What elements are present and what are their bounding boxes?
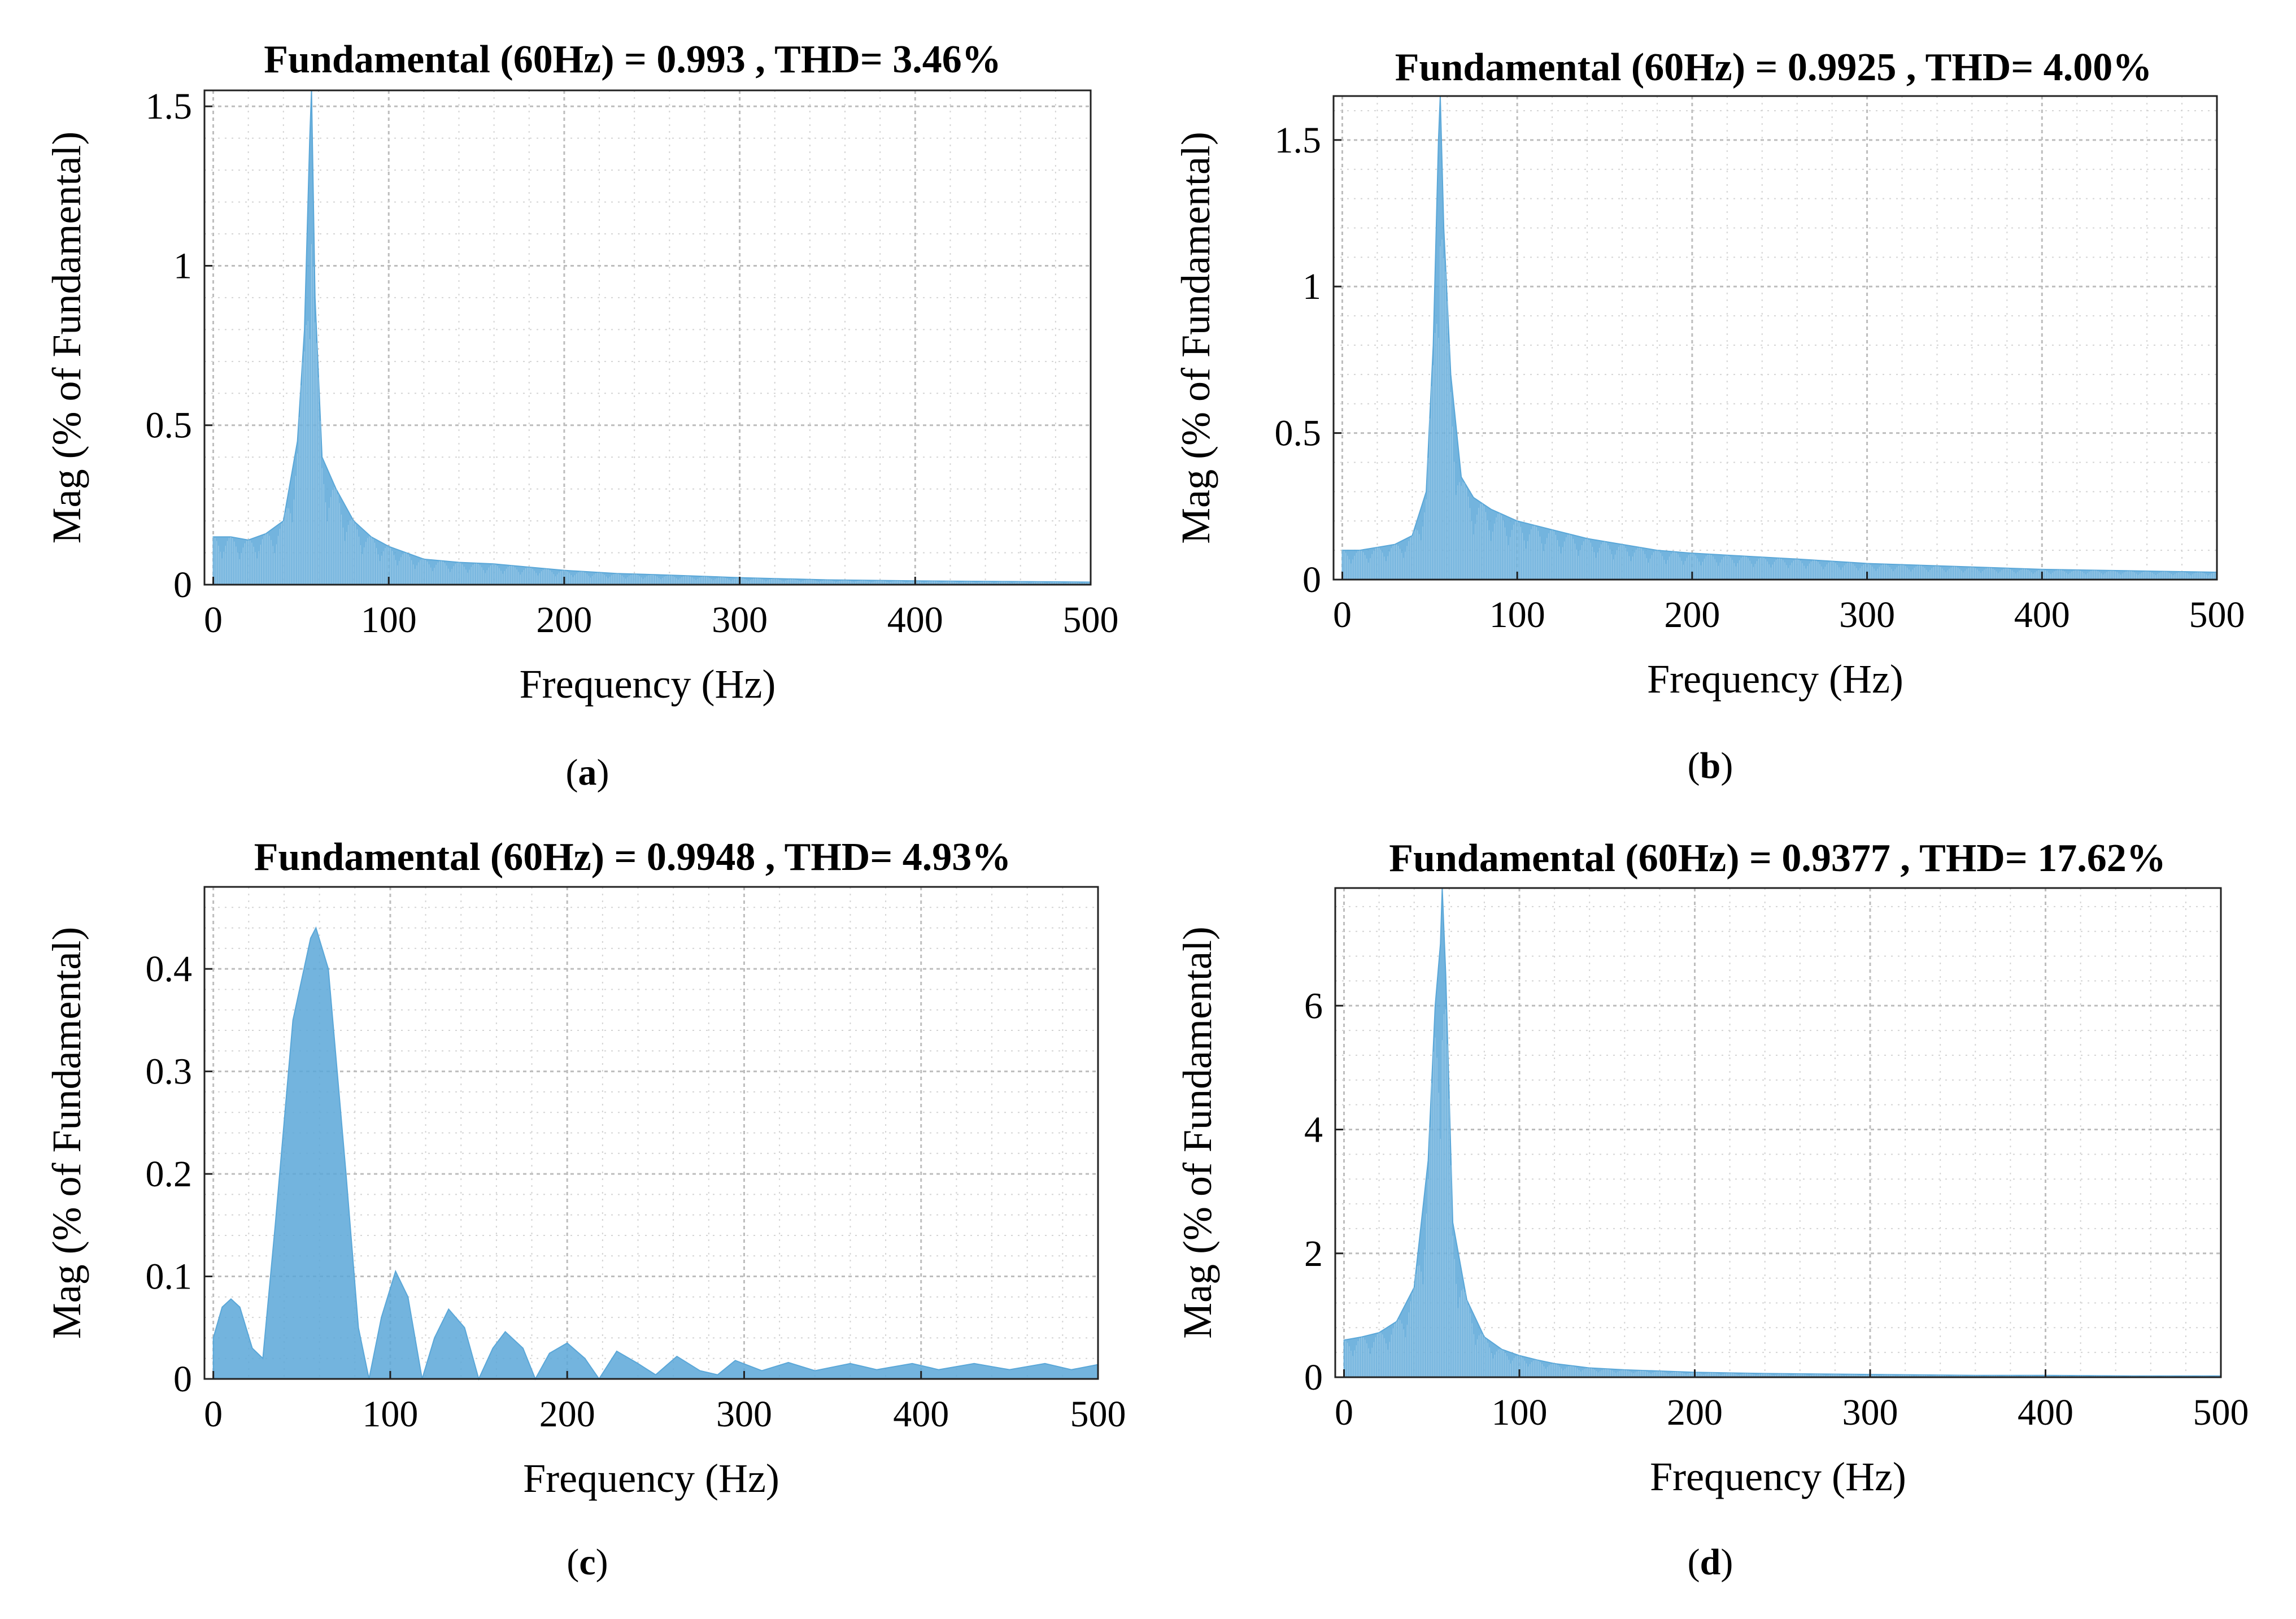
y-axis-label: Mag (% of Fundamental) xyxy=(1175,926,1220,1339)
y-tick-label: 0.2 xyxy=(146,1154,193,1195)
y-tick-label: 1 xyxy=(1302,266,1321,307)
chart-panel-d: 0 100 200 300 400 500 0 2 4 6 Fundamental (60Hz) =… xyxy=(1147,813,2296,1619)
y-tick-label: 6 xyxy=(1304,985,1323,1026)
y-tick-label: 0.5 xyxy=(1275,413,1322,454)
x-tick-label: 200 xyxy=(536,599,592,641)
y-axis-label: Mag (% of Fundamental) xyxy=(44,132,89,544)
x-tick-label: 500 xyxy=(2189,594,2245,636)
plot-area xyxy=(1335,888,2221,1377)
x-tick-label: 500 xyxy=(1063,599,1119,641)
caption-b: (b) xyxy=(1687,745,1733,786)
chart-a: 0 100 200 300 400 500 0 0.5 1 1.5 Fundamental (60H… xyxy=(44,38,1119,707)
x-tick-label: 100 xyxy=(1489,594,1545,636)
x-tick-label: 0 xyxy=(204,1394,223,1435)
plot-frame xyxy=(1334,887,2222,1378)
y-tick-label: 0 xyxy=(173,1359,192,1400)
x-tick-label: 200 xyxy=(1667,1392,1723,1433)
chart-d: 0 100 200 300 400 500 0 2 4 6 Fundamental (60Hz) =… xyxy=(1175,837,2249,1499)
x-tick-label: 0 xyxy=(1335,1392,1353,1433)
y-tick-label: 0 xyxy=(1302,559,1321,600)
chart-title: Fundamental (60Hz) = 0.993 , THD= 3.46% xyxy=(264,38,1001,81)
x-tick-label: 0 xyxy=(204,599,223,641)
plot-frame xyxy=(203,89,1092,586)
chart-panel-b: 0 100 200 300 400 500 0 0.5 1 1.5 Fundamental (60H… xyxy=(1147,0,2296,813)
chart-title: Fundamental (60Hz) = 0.9377 , THD= 17.62… xyxy=(1389,837,2166,880)
spectrum-bars xyxy=(213,244,1091,585)
spectrum-area xyxy=(1343,887,2221,1378)
x-tick-label: 300 xyxy=(716,1394,772,1435)
caption-c: (c) xyxy=(567,1542,608,1583)
spectrum-area xyxy=(1341,95,2217,580)
x-tick-label: 400 xyxy=(887,599,943,641)
x-tick-label: 100 xyxy=(362,1394,418,1435)
y-tick-label: 0.4 xyxy=(146,948,193,990)
y-tick-label: 4 xyxy=(1304,1109,1323,1151)
x-tick-label: 100 xyxy=(361,599,417,641)
chart-b: 0 100 200 300 400 500 0 0.5 1 1.5 Fundamental (60H… xyxy=(1173,46,2245,702)
spectrum-bars xyxy=(1341,239,2217,580)
x-tick-label: 400 xyxy=(893,1394,949,1435)
chart-title: Fundamental (60Hz) = 0.9948 , THD= 4.93% xyxy=(254,835,1011,879)
x-tick-label: 500 xyxy=(2193,1392,2249,1433)
spectrum-area xyxy=(212,926,1099,1381)
y-tick-label: 0 xyxy=(1304,1357,1323,1398)
plot-frame xyxy=(1332,95,2218,581)
x-tick-label: 300 xyxy=(712,599,768,641)
chart-panel-c: 0 100 200 300 400 500 0 0.1 0.2 0.3 0.4 Fundamental… xyxy=(0,813,1147,1619)
x-tick-label: 0 xyxy=(1333,594,1352,636)
caption-d: (d) xyxy=(1687,1542,1733,1583)
x-tick-label: 500 xyxy=(1070,1394,1126,1435)
spectrum-area xyxy=(212,90,1091,585)
chart-panel-a: 0 100 200 300 400 500 0 0.5 1 1.5 Fundamental (60H… xyxy=(0,0,1147,813)
x-tick-label: 300 xyxy=(1842,1392,1898,1433)
chart-c: 0 100 200 300 400 500 0 0.1 0.2 0.3 0.4 Fundamental… xyxy=(44,835,1126,1501)
y-tick-label: 2 xyxy=(1304,1233,1323,1274)
chart-title: Fundamental (60Hz) = 0.9925 , THD= 4.00% xyxy=(1395,46,2152,89)
y-tick-label: 0 xyxy=(173,564,192,606)
y-tick-label: 1.5 xyxy=(1275,120,1322,161)
x-tick-label: 400 xyxy=(2014,594,2070,636)
x-tick-label: 200 xyxy=(539,1394,595,1435)
y-tick-label: 0.1 xyxy=(146,1256,193,1298)
y-axis-label: Mag (% of Fundamental) xyxy=(44,927,89,1339)
y-tick-label: 0.3 xyxy=(146,1051,193,1093)
x-tick-label: 200 xyxy=(1664,594,1720,636)
plot-area xyxy=(1334,96,2217,580)
x-axis-label: Frequency (Hz) xyxy=(1647,656,1903,702)
y-tick-label: 0.5 xyxy=(146,405,193,446)
y-tick-label: 1.5 xyxy=(146,86,193,127)
y-axis-label: Mag (% of Fundamental) xyxy=(1173,132,1218,544)
caption-a: (a) xyxy=(565,752,609,793)
plot-frame xyxy=(203,886,1099,1380)
x-tick-label: 400 xyxy=(2018,1392,2073,1433)
y-tick-label: 1 xyxy=(173,245,192,286)
plot-area xyxy=(204,90,1091,585)
x-axis-label: Frequency (Hz) xyxy=(523,1456,779,1501)
x-axis-label: Frequency (Hz) xyxy=(520,661,776,707)
x-tick-label: 100 xyxy=(1492,1392,1548,1433)
x-tick-label: 300 xyxy=(1839,594,1895,636)
x-axis-label: Frequency (Hz) xyxy=(1650,1454,1906,1499)
